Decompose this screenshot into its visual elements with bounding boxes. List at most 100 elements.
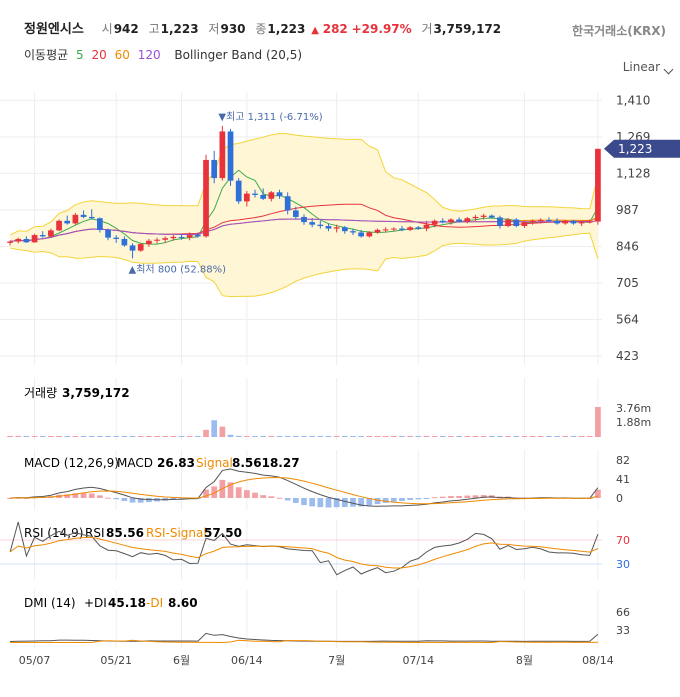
candle-body xyxy=(562,220,569,224)
candle-body xyxy=(80,214,87,217)
candle-body xyxy=(390,228,397,230)
volume-bar xyxy=(382,436,389,437)
high-annotation: ▼최고 1,311 (-6.71%) xyxy=(218,111,322,123)
macd-histogram-bar xyxy=(7,498,13,499)
dmi-minus-name: -DI xyxy=(146,596,163,610)
candle-body xyxy=(366,232,373,237)
macd-series: 82 41 0 xyxy=(7,454,630,508)
annotations: ▼최고 1,311 (-6.71%) ▲최저 800 (52.88%) xyxy=(129,111,323,275)
macd-histogram-bar xyxy=(341,498,348,508)
dmi-plus-name: +DI xyxy=(84,596,107,610)
macd-histogram-bar xyxy=(358,498,365,507)
rsi-signal-value: 57.50 xyxy=(204,526,242,540)
ma5-legend[interactable]: 5 xyxy=(76,48,84,62)
ma-label[interactable]: 이동평균 xyxy=(24,48,69,62)
candle-body xyxy=(260,194,267,199)
rsi-series: 70 30 xyxy=(0,521,630,576)
volume-bar xyxy=(554,436,560,437)
candle-body xyxy=(415,227,422,229)
candle-body xyxy=(211,159,218,179)
macd-histogram-bar xyxy=(121,498,128,502)
bollinger-upper xyxy=(9,132,599,236)
volume-bar xyxy=(121,436,128,437)
candle-body xyxy=(39,235,46,237)
candles xyxy=(7,126,601,259)
candle-body xyxy=(276,192,283,197)
volume-bar xyxy=(415,436,422,437)
volume-bar xyxy=(170,436,177,437)
macd-histogram-bar xyxy=(366,498,373,506)
change-arrow-icon: ▲ xyxy=(311,25,319,36)
macd-histogram-bar xyxy=(456,495,462,498)
exchange-label: 한국거래소(KRX) xyxy=(572,24,666,38)
candle-body xyxy=(56,220,62,231)
volume-bar xyxy=(211,420,218,437)
low-label: 저 xyxy=(208,22,220,36)
macd-histogram-bar xyxy=(284,498,291,501)
volume-bar xyxy=(562,436,569,437)
candle-body xyxy=(317,224,324,226)
volume-bar xyxy=(7,436,13,437)
candle-body xyxy=(358,232,365,237)
high-value: 1,223 xyxy=(160,22,199,36)
bollinger-legend[interactable]: Bollinger Band (20,5) xyxy=(174,48,303,62)
scale-mode-select[interactable]: Linear xyxy=(622,60,660,74)
change-percent: +29.97% xyxy=(351,22,412,36)
volume-bar xyxy=(521,436,528,437)
open-label: 시 xyxy=(101,22,113,36)
volume-bar xyxy=(374,436,381,437)
price-tick-label: 705 xyxy=(616,276,639,290)
candle-body xyxy=(578,222,585,224)
candle-body xyxy=(252,193,258,195)
close-value: 1,223 xyxy=(267,22,306,36)
macd-histogram-bar xyxy=(333,498,340,508)
rsi-signal-name: RSI-Signal xyxy=(146,526,207,540)
volume-tick-label: 3.76m xyxy=(616,402,651,415)
volume-bar xyxy=(399,436,405,437)
candle-body xyxy=(121,238,128,246)
volume-bar xyxy=(431,436,438,437)
candle-body xyxy=(497,217,503,226)
candle-body xyxy=(72,214,79,224)
stock-name: 정원엔시스 xyxy=(24,22,84,37)
price-tick-label: 987 xyxy=(616,203,639,217)
macd-histogram-bar xyxy=(146,498,152,503)
candle-body xyxy=(407,227,413,230)
volume-bar xyxy=(537,436,544,437)
volume-bar xyxy=(260,436,267,437)
candle-body xyxy=(521,222,528,226)
candle-body xyxy=(595,148,601,222)
macd-histogram-bar xyxy=(439,496,446,498)
volume-bar xyxy=(341,436,348,437)
volume-bar xyxy=(252,436,258,437)
macd-histogram-bar xyxy=(64,494,71,498)
candle-body xyxy=(301,216,307,223)
rsi-value: 85.56 xyxy=(106,526,144,540)
candle-body xyxy=(154,239,160,241)
candle-body xyxy=(464,218,471,222)
price-tick-label: 1,410 xyxy=(616,93,650,107)
macd-histogram-bar xyxy=(407,498,413,500)
volume-label: 거 xyxy=(421,22,433,36)
volume-bar xyxy=(570,436,577,437)
macd-histogram-bar xyxy=(72,493,79,498)
macd-histogram-bar xyxy=(464,495,471,498)
volume-bar xyxy=(325,436,332,437)
volume-bar xyxy=(48,436,54,437)
dmi-plus-value: 45.18 xyxy=(108,596,146,610)
macd-histogram-bar xyxy=(137,498,144,503)
low-value: 930 xyxy=(220,22,246,36)
candle-body xyxy=(227,131,234,181)
ma60-legend[interactable]: 60 xyxy=(114,48,130,62)
volume-bar xyxy=(137,436,144,437)
macd-histogram-bar xyxy=(203,489,209,498)
volume-bar xyxy=(203,429,209,437)
volume-panel-value: 3,759,172 xyxy=(62,386,130,400)
ma20-legend[interactable]: 20 xyxy=(91,48,107,62)
candle-body xyxy=(284,196,291,211)
ma120-legend[interactable]: 120 xyxy=(137,48,161,62)
macd-histogram-bar xyxy=(374,498,381,505)
